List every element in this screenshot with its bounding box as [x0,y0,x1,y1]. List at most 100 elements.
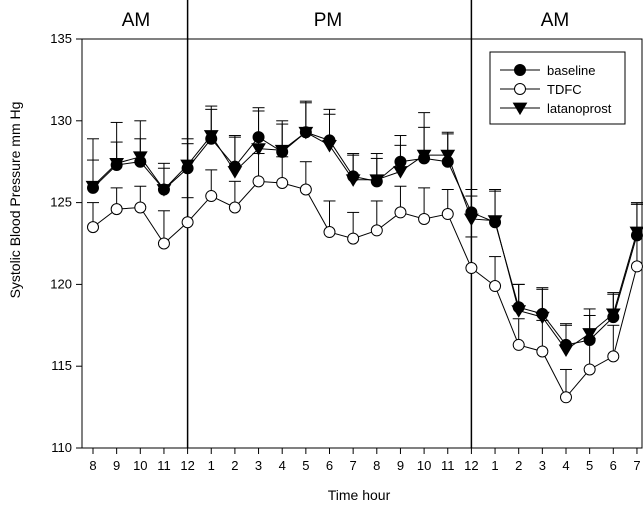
data-point [228,201,241,214]
legend-entry-label: latanoprost [547,101,612,116]
data-point [560,391,572,404]
series-latanoprost [85,100,643,358]
x-tick-label: 10 [133,458,147,473]
x-tick-label: 7 [350,458,357,473]
data-point [87,221,99,234]
data-point [276,145,289,158]
data-point [347,232,360,245]
x-axis: 8 9 10 11 12 1 2 3 4 5 6 7 8 9 10 11 12 1 2 3 4 5 6 7 [89,448,641,473]
data-point [347,170,360,183]
x-tick-label: 11 [157,458,171,473]
x-tick-label: 11 [441,458,455,473]
series-line [92,131,638,351]
x-tick-label: 2 [231,458,238,473]
y-tick-label: 120 [50,276,72,291]
legend-marker [514,64,526,76]
x-tick-label: 2 [515,458,522,473]
legend-marker [512,102,528,116]
data-point [252,175,265,188]
x-tick-label: 5 [302,458,309,473]
series-tdfc [87,153,643,404]
x-tick-label: 1 [208,458,215,473]
data-point [228,160,241,173]
x-tick-label: 12 [180,458,194,473]
series-baseline [87,102,643,351]
data-point [418,152,431,165]
y-tick-label: 115 [51,358,72,373]
data-point [512,338,525,351]
data-point [607,311,620,324]
data-point [465,262,478,275]
x-tick-label: 10 [417,458,431,473]
data-point [87,181,99,194]
data-point [323,226,336,239]
y-axis-title: Systolic Blood Pressure mm Hg [7,102,23,299]
series-layer [85,100,643,404]
data-point [205,190,218,203]
data-point [583,363,596,376]
data-point [536,307,549,320]
y-axis: 110 115 120 125 130 135 [50,31,82,455]
data-point [181,162,194,175]
data-point [110,158,123,171]
data-point [157,183,170,196]
data-point [418,212,431,225]
data-point [465,206,478,219]
data-point [441,208,454,221]
data-point [560,338,572,351]
x-tick-label: 9 [397,458,404,473]
x-tick-label: 7 [633,458,640,473]
data-point [110,203,123,216]
x-tick-label: 5 [586,458,593,473]
x-tick-label: 4 [562,458,569,473]
data-point [536,345,549,358]
y-tick-label: 130 [50,113,72,128]
x-tick-label: 8 [373,458,380,473]
data-point [394,206,407,219]
data-point [512,301,525,314]
plot-frame [81,38,643,449]
period-label-am-2: AM [541,10,570,31]
plot-area-border [81,38,643,449]
data-point [181,216,194,229]
x-tick-label: 1 [491,458,498,473]
data-point [299,126,312,139]
data-point [299,183,312,196]
data-point [252,131,265,144]
x-axis-title: Time hour [328,487,391,503]
data-point [134,155,147,168]
data-point [630,260,643,273]
data-point [205,132,218,145]
series-line [92,131,638,346]
x-tick-label: 6 [326,458,333,473]
data-point [607,350,620,363]
data-point [276,176,289,189]
x-tick-label: 3 [539,458,546,473]
x-tick-label: 6 [610,458,617,473]
x-tick-label: 4 [279,458,286,473]
series-line [92,180,638,399]
x-tick-label: 12 [464,458,478,473]
legend-marker [514,83,526,95]
period-label-pm: PM [314,10,343,31]
y-tick-label: 135 [50,31,72,46]
data-point [157,237,170,250]
data-point [583,334,596,347]
legend-box [489,51,626,125]
data-point [489,280,502,293]
y-tick-label: 125 [50,195,72,210]
x-tick-label: 9 [113,458,120,473]
data-point [441,155,454,168]
data-point [394,155,407,168]
legend-entry-label: baseline [547,63,595,78]
period-label-am-1: AM [122,10,151,31]
x-tick-label: 8 [89,458,96,473]
data-point [323,134,336,147]
data-point [370,224,383,237]
data-point [489,216,502,229]
data-point [393,166,408,179]
period-labels: AM PM AM [122,10,570,31]
data-point [370,175,383,188]
legend-entry-label: TDFC [547,82,582,97]
